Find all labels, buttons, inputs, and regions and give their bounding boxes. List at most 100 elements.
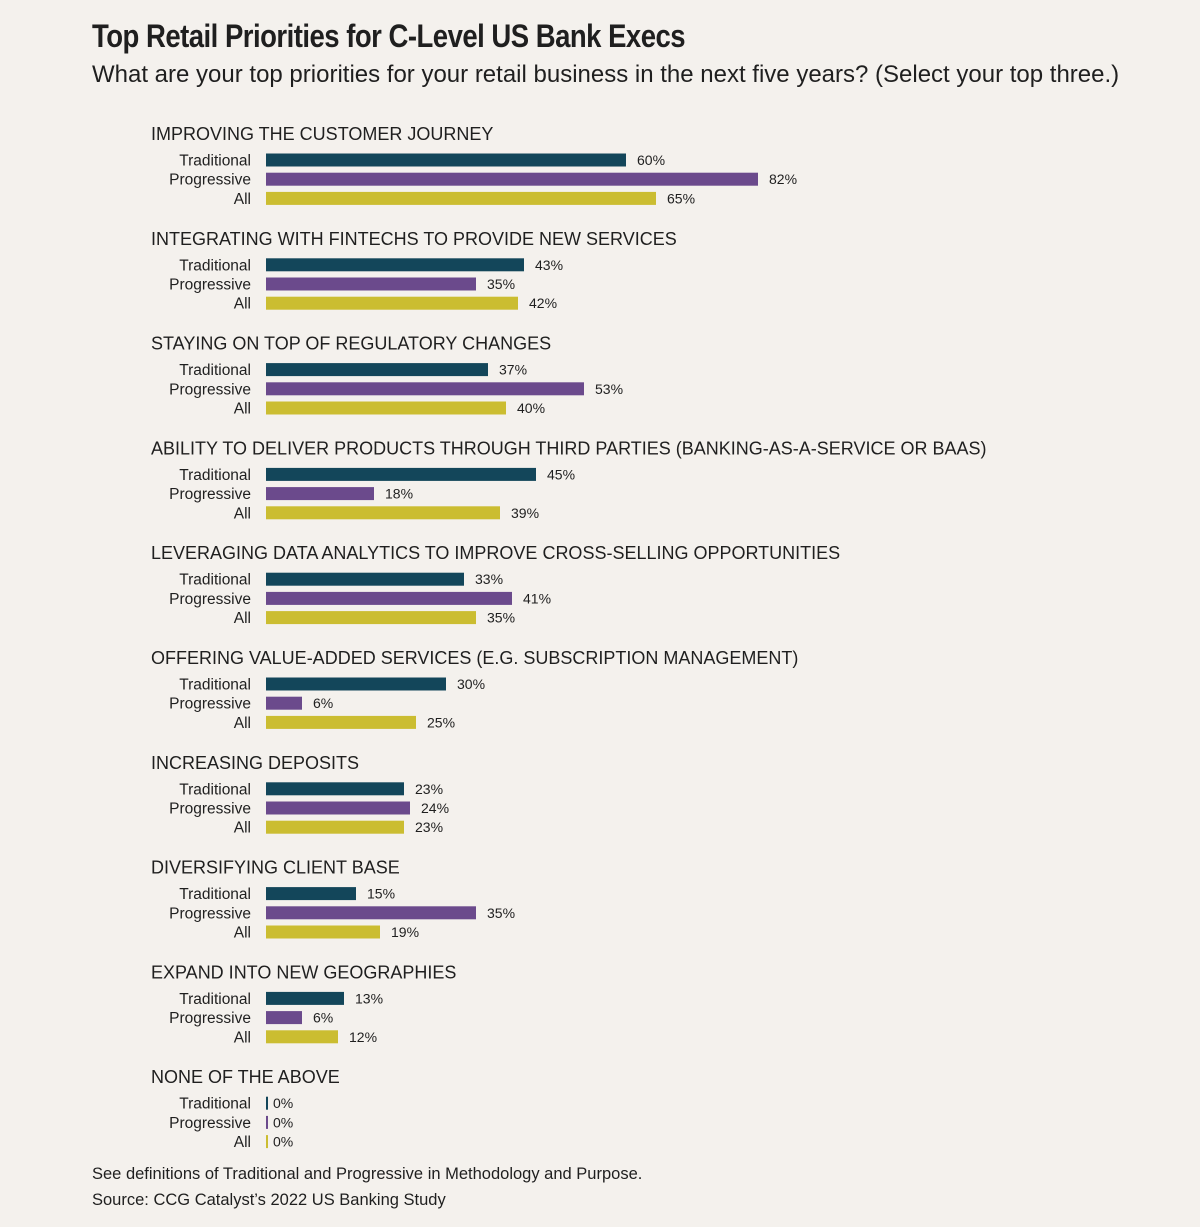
value-label: 39% xyxy=(511,505,539,521)
source-note: Source: CCG Catalyst’s 2022 US Banking S… xyxy=(92,1191,446,1209)
series-label-progressive: Progressive xyxy=(169,801,251,818)
value-label: 53% xyxy=(595,381,623,397)
series-label-progressive: Progressive xyxy=(169,486,251,503)
bar-progressive xyxy=(266,382,584,396)
series-label-all: All xyxy=(234,925,251,942)
bar-traditional xyxy=(266,887,356,901)
series-label-traditional: Traditional xyxy=(179,991,251,1008)
category-title: LEVERAGING DATA ANALYTICS TO IMPROVE CRO… xyxy=(151,543,840,563)
value-label: 33% xyxy=(475,571,503,587)
category-title: ABILITY TO DELIVER PRODUCTS THROUGH THIR… xyxy=(151,438,987,458)
bar-progressive xyxy=(266,1011,302,1025)
value-label: 18% xyxy=(385,486,413,502)
series-label-traditional: Traditional xyxy=(179,886,251,903)
series-label-traditional: Traditional xyxy=(179,153,251,170)
value-label: 23% xyxy=(415,781,443,797)
value-label: 0% xyxy=(273,1114,293,1130)
value-label: 0% xyxy=(273,1095,293,1111)
value-label: 6% xyxy=(313,1010,333,1026)
category-title: STAYING ON TOP OF REGULATORY CHANGES xyxy=(151,334,551,354)
value-label: 6% xyxy=(313,695,333,711)
bar-progressive xyxy=(266,1115,268,1129)
series-label-traditional: Traditional xyxy=(179,467,251,484)
category-title: DIVERSIFYING CLIENT BASE xyxy=(151,858,400,878)
series-label-progressive: Progressive xyxy=(169,1010,251,1027)
value-label: 42% xyxy=(529,295,557,311)
series-label-all: All xyxy=(234,191,251,208)
bar-traditional xyxy=(266,782,404,796)
bar-progressive xyxy=(266,591,512,605)
series-label-progressive: Progressive xyxy=(169,696,251,713)
bar-all xyxy=(266,1030,338,1044)
value-label: 25% xyxy=(427,714,455,730)
bar-progressive xyxy=(266,277,476,291)
bar-progressive xyxy=(266,801,410,815)
bar-all xyxy=(266,401,506,415)
category-title: EXPAND INTO NEW GEOGRAPHIES xyxy=(151,962,456,982)
value-label: 35% xyxy=(487,276,515,292)
value-label: 41% xyxy=(523,590,551,606)
series-label-progressive: Progressive xyxy=(169,381,251,398)
category-title: NONE OF THE ABOVE xyxy=(151,1067,340,1087)
series-label-traditional: Traditional xyxy=(179,781,251,798)
series-label-traditional: Traditional xyxy=(179,257,251,274)
bar-all xyxy=(266,715,416,729)
bar-traditional xyxy=(266,467,536,481)
category-title: IMPROVING THE CUSTOMER JOURNEY xyxy=(151,124,493,144)
bar-chart: IMPROVING THE CUSTOMER JOURNEY Traditiona… xyxy=(151,124,987,1151)
series-label-all: All xyxy=(234,1029,251,1046)
bar-traditional xyxy=(266,258,524,272)
series-label-all: All xyxy=(234,715,251,732)
bar-progressive xyxy=(266,906,476,920)
series-label-all: All xyxy=(234,820,251,837)
bar-traditional xyxy=(266,153,626,167)
value-label: 82% xyxy=(769,171,797,187)
category-title: INCREASING DEPOSITS xyxy=(151,753,359,773)
value-label: 19% xyxy=(391,924,419,940)
bar-traditional xyxy=(266,572,464,586)
series-label-traditional: Traditional xyxy=(179,677,251,694)
bar-all xyxy=(266,1135,268,1149)
bar-all xyxy=(266,296,518,310)
bar-progressive xyxy=(266,172,758,186)
series-label-all: All xyxy=(234,1134,251,1151)
value-label: 0% xyxy=(273,1134,293,1150)
bar-all xyxy=(266,506,500,520)
bar-traditional xyxy=(266,677,446,691)
category-title: OFFERING VALUE-ADDED SERVICES (E.G. SUBS… xyxy=(151,648,798,668)
methodology-note: See definitions of Traditional and Progr… xyxy=(92,1165,643,1183)
series-label-progressive: Progressive xyxy=(169,277,251,294)
series-label-traditional: Traditional xyxy=(179,362,251,379)
value-label: 24% xyxy=(421,800,449,816)
category-title: INTEGRATING WITH FINTECHS TO PROVIDE NEW… xyxy=(151,229,677,249)
value-label: 13% xyxy=(355,990,383,1006)
series-label-progressive: Progressive xyxy=(169,591,251,608)
series-label-progressive: Progressive xyxy=(169,905,251,922)
series-label-all: All xyxy=(234,401,251,418)
value-label: 45% xyxy=(547,466,575,482)
value-label: 35% xyxy=(487,905,515,921)
bar-traditional xyxy=(266,991,344,1005)
value-label: 15% xyxy=(367,886,395,902)
series-label-progressive: Progressive xyxy=(169,1115,251,1132)
value-label: 12% xyxy=(349,1029,377,1045)
bar-progressive xyxy=(266,696,302,710)
bar-traditional xyxy=(266,363,488,377)
series-label-all: All xyxy=(234,610,251,627)
value-label: 35% xyxy=(487,610,515,626)
series-label-traditional: Traditional xyxy=(179,572,251,589)
value-label: 37% xyxy=(499,362,527,378)
bar-all xyxy=(266,191,656,205)
bar-progressive xyxy=(266,487,374,501)
value-label: 65% xyxy=(667,190,695,206)
bar-all xyxy=(266,611,476,625)
value-label: 30% xyxy=(457,676,485,692)
value-label: 60% xyxy=(637,152,665,168)
chart-title: Top Retail Priorities for C-Level US Ban… xyxy=(92,18,686,54)
series-label-progressive: Progressive xyxy=(169,172,251,189)
value-label: 43% xyxy=(535,257,563,273)
bar-traditional xyxy=(266,1096,268,1110)
series-label-all: All xyxy=(234,296,251,313)
series-label-all: All xyxy=(234,505,251,522)
series-label-traditional: Traditional xyxy=(179,1096,251,1113)
